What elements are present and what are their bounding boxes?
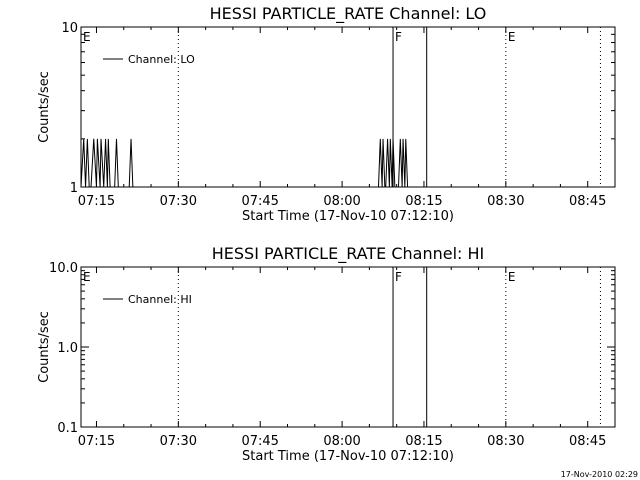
x-tick-label: 07:30	[160, 194, 197, 209]
event-marker-label: E	[508, 30, 516, 44]
plot-hi: HESSI PARTICLE_RATE Channel: HIE F E07:15 0…	[37, 244, 616, 464]
y-tick-label: 0.1	[57, 421, 78, 436]
event-marker-label: E	[83, 30, 91, 44]
x-tick-label: 08:00	[323, 194, 360, 209]
x-tick-label: 07:45	[241, 434, 278, 449]
footer-timestamp: 17-Nov-2010 02:29	[561, 470, 638, 479]
legend-entry: Channel: HI	[128, 293, 192, 306]
plot-lo: HESSI PARTICLE_RATE Channel: LO E F E 07:15 0…	[37, 4, 616, 224]
x-tick-label: 08:30	[487, 434, 524, 449]
x-tick-label: 07:30	[160, 434, 197, 449]
series-line-lo	[80, 138, 409, 188]
event-marker-label: E	[508, 270, 516, 284]
plot-frame	[80, 266, 616, 428]
x-tick-label: 08:30	[487, 194, 524, 209]
x-tick-label: 08:45	[569, 194, 606, 209]
x-axis-label: Start Time (17-Nov-10 07:12:10)	[242, 449, 454, 464]
legend-entry: Channel: LO	[128, 53, 195, 66]
event-marker-label: F	[395, 270, 402, 284]
x-tick-label: 07:15	[78, 194, 115, 209]
y-tick-label: 10.0	[49, 261, 78, 276]
y-axis-label: Counts/sec	[37, 71, 52, 143]
event-marker-label: F	[395, 30, 402, 44]
y-tick-label: 1.0	[57, 341, 78, 356]
x-axis-label: Start Time (17-Nov-10 07:12:10)	[242, 209, 454, 224]
chart-title: HESSI PARTICLE_RATE Channel: HI	[212, 244, 485, 264]
plot-frame	[80, 26, 616, 188]
x-tick-label: 08:15	[405, 194, 442, 209]
x-tick-label: 08:45	[569, 434, 606, 449]
y-tick-label: 1	[70, 181, 78, 196]
y-axis-label: Counts/sec	[37, 311, 52, 383]
event-marker-label: E	[83, 270, 91, 284]
x-tick-label: 07:45	[241, 194, 278, 209]
x-tick-label: 08:15	[405, 434, 442, 449]
x-tick-label: 08:00	[323, 434, 360, 449]
y-tick-label: 10	[61, 21, 78, 36]
x-tick-label: 07:15	[78, 434, 115, 449]
chart-title: HESSI PARTICLE_RATE Channel: LO	[210, 4, 487, 24]
